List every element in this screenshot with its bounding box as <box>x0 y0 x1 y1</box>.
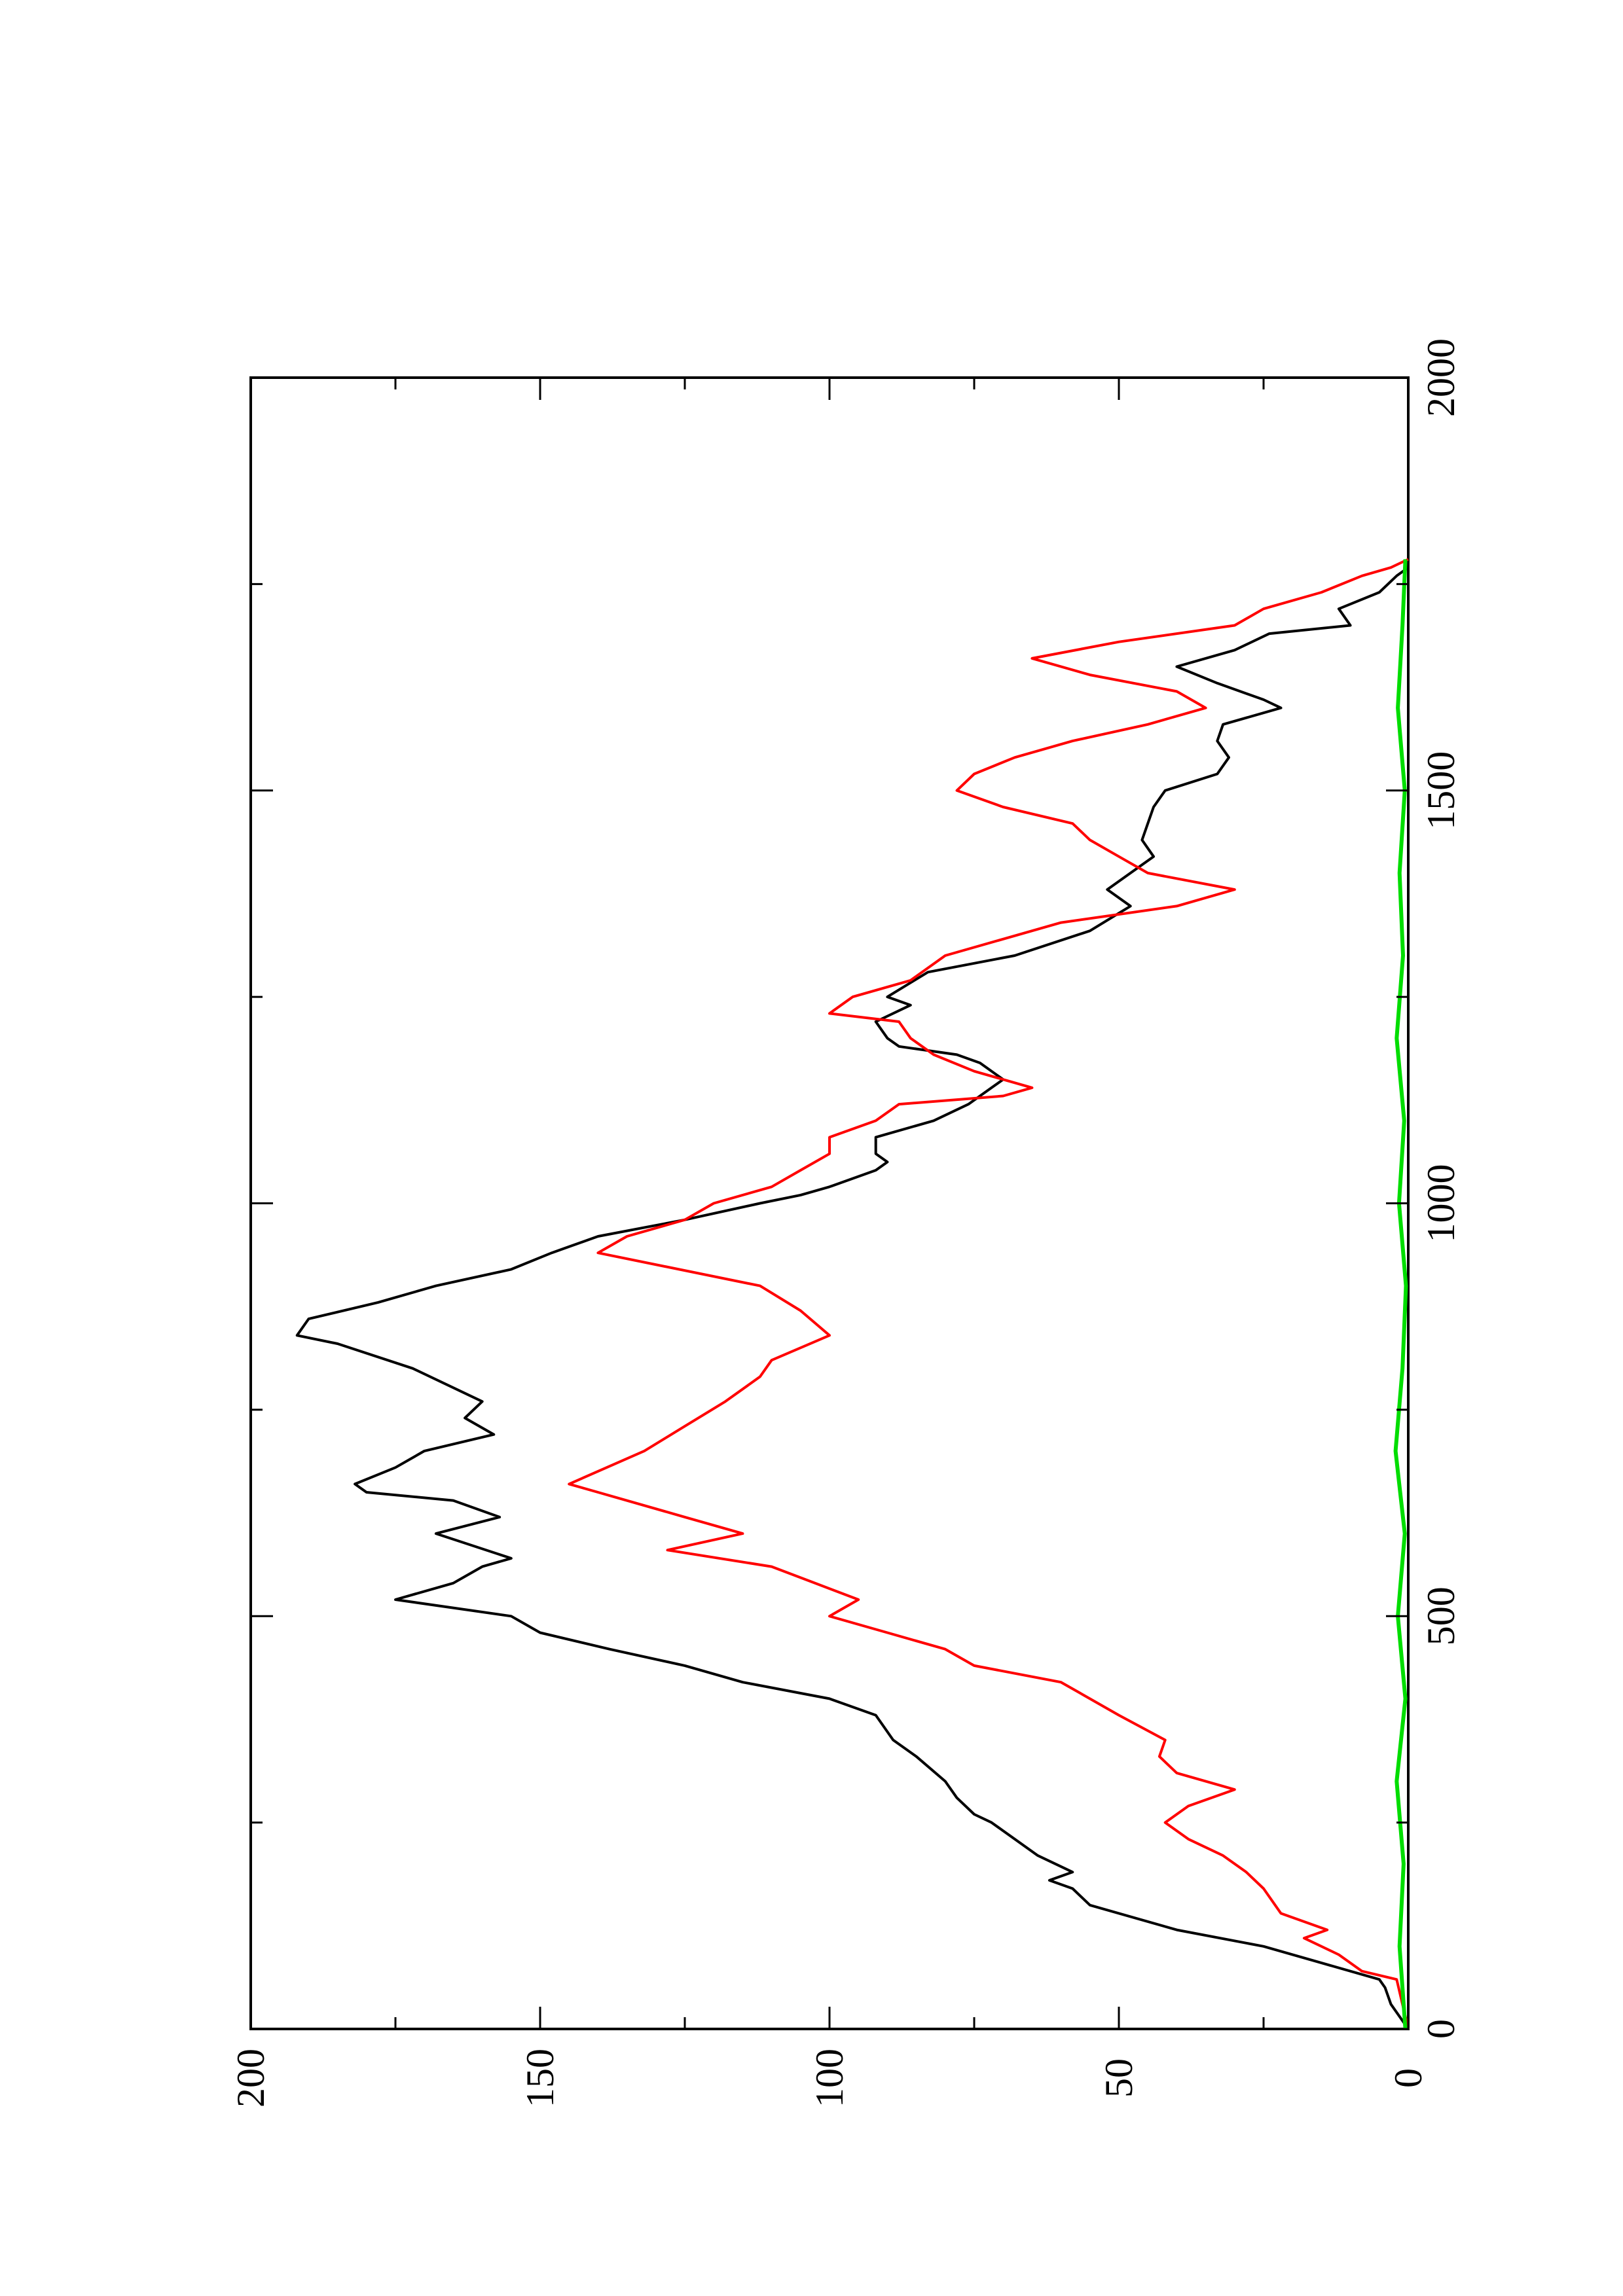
series-line-1 <box>295 566 1410 2030</box>
y-tick-label: 50 <box>1097 2058 1140 2098</box>
y-tick-label: 0 <box>1387 2068 1430 2088</box>
x-tick-label: 500 <box>1419 1587 1463 1645</box>
x-tick-label: 1000 <box>1419 1164 1463 1243</box>
ticks-group: 0 500 1000 1500 2000 0 50 100 150 200 <box>229 338 1463 2108</box>
y-tick-label: 150 <box>519 2049 562 2108</box>
y-tick-label: 200 <box>229 2049 272 2108</box>
x-tick-label: 2000 <box>1419 338 1463 417</box>
series-group <box>295 558 1410 2030</box>
series-line-3 <box>1393 559 1408 2030</box>
y-tick-label: 100 <box>808 2049 851 2108</box>
series-line-2 <box>568 558 1410 2030</box>
x-tick-label: 1500 <box>1419 751 1463 830</box>
x-tick-label: 0 <box>1419 2019 1463 2039</box>
